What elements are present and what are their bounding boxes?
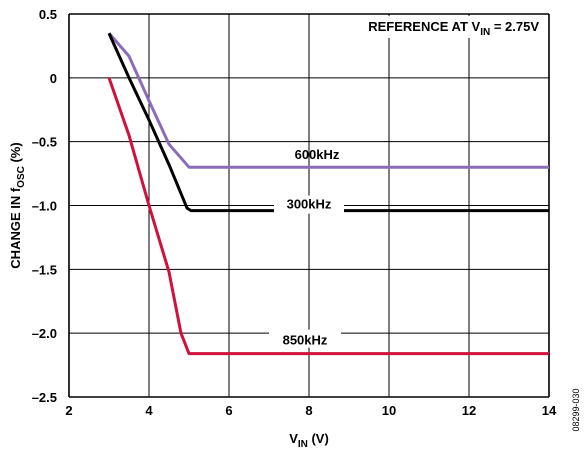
x-tick-label: 10 [382,403,396,418]
y-tick-label: –0.5 [32,135,57,150]
x-tick-label: 4 [145,403,153,418]
y-tick-label: 0.5 [39,7,57,22]
x-tick-label: 2 [65,403,72,418]
y-tick-label: 0 [50,71,57,86]
x-tick-labels: 2 4 6 8 10 12 14 [65,403,557,418]
y-axis-label: CHANGE IN fOSC (%) [8,142,27,268]
y-tick-label: –1.0 [32,199,57,214]
series-layer [109,33,549,353]
y-tick-labels: 0.5 0 –0.5 –1.0 –1.5 –2.0 –2.5 [32,7,57,405]
x-axis-label: VIN (V) [289,431,329,450]
series-line-850khz [109,78,549,354]
y-tick-label: –1.5 [32,262,57,277]
x-tick-label: 12 [462,403,476,418]
series-line-300khz [109,33,549,210]
x-tick-label: 6 [225,403,232,418]
series-label-850khz: 850kHz [283,333,328,348]
figure-code: 08299-030 [571,388,581,431]
series-label-300khz: 300kHz [287,197,332,212]
y-tick-label: –2.0 [32,326,57,341]
x-tick-label: 8 [305,403,312,418]
x-tick-label: 14 [542,403,557,418]
y-tick-label: –2.5 [32,390,57,405]
series-label-600khz: 600kHz [295,147,340,162]
